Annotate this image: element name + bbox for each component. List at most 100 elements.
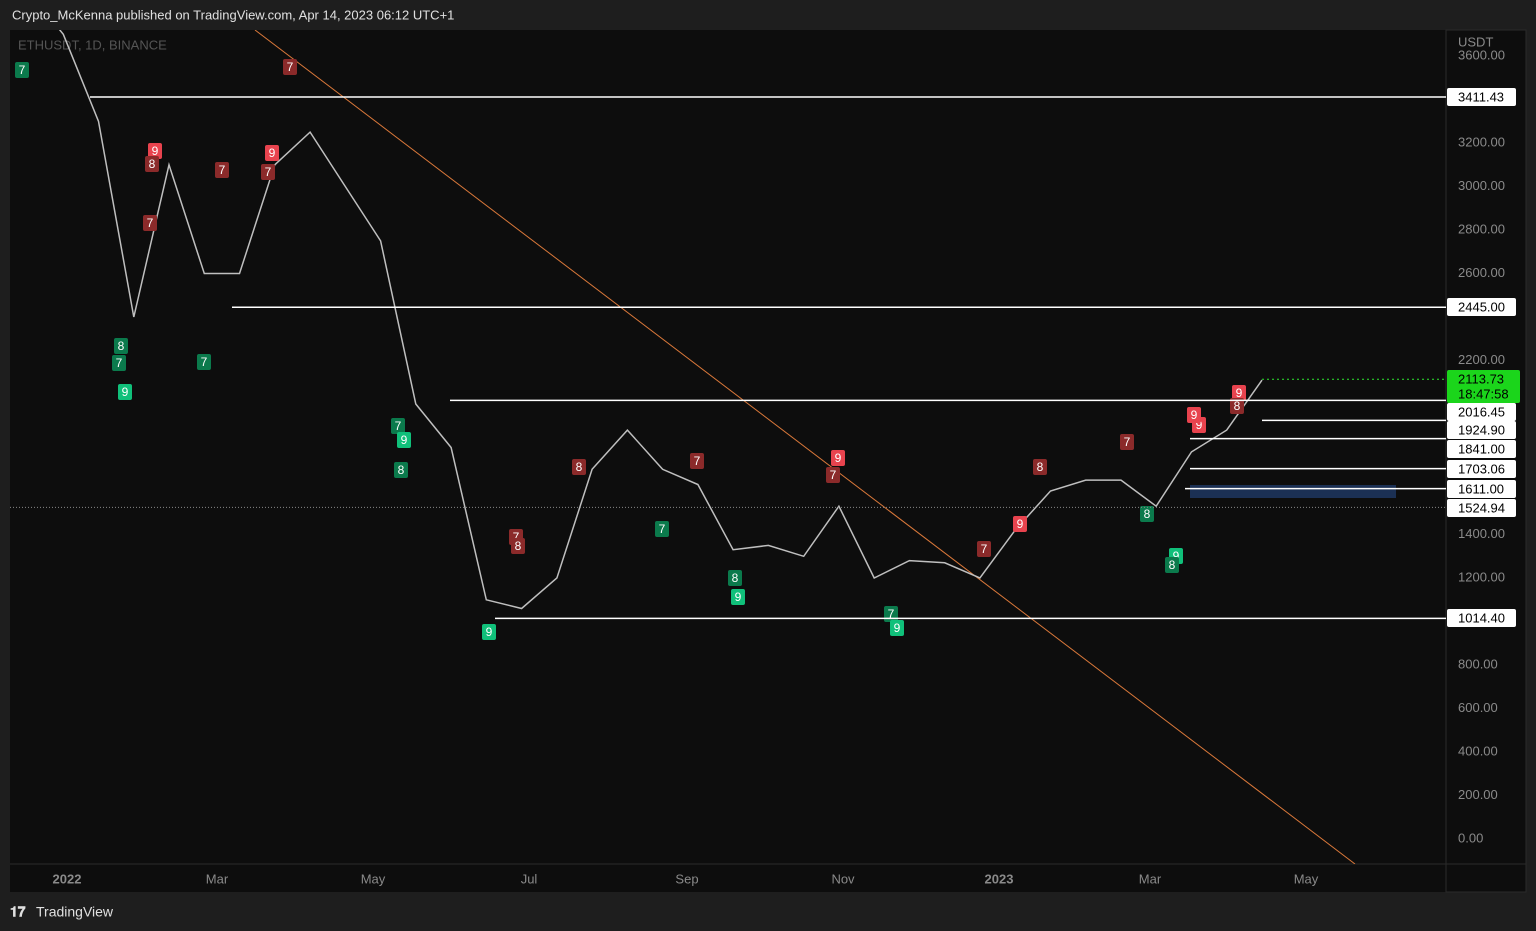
td-badge xyxy=(283,59,297,75)
td-label: 8 xyxy=(515,539,522,553)
td-label: 7 xyxy=(19,63,26,77)
level-label: 1014.40 xyxy=(1458,610,1505,625)
td-badge xyxy=(1140,506,1154,522)
td-label: 9 xyxy=(735,590,742,604)
chart-area xyxy=(10,30,1446,892)
price-tick-label: 200.00 xyxy=(1458,787,1498,802)
price-tick-label: 600.00 xyxy=(1458,700,1498,715)
td-badge xyxy=(1165,557,1179,573)
td-label: 9 xyxy=(269,146,276,160)
td-label: 9 xyxy=(152,144,159,158)
currency: USDT xyxy=(1458,34,1493,49)
level-label: 1703.06 xyxy=(1458,461,1505,476)
price-tick-label: 3000.00 xyxy=(1458,178,1505,193)
td-label: 9 xyxy=(1173,549,1180,563)
time-label: 2022 xyxy=(53,871,82,886)
level-label-box xyxy=(1447,403,1516,421)
td-label: 9 xyxy=(486,625,493,639)
td-badge xyxy=(1013,516,1027,532)
td-label: 7 xyxy=(981,542,988,556)
td-badge xyxy=(143,215,157,231)
price-tick-label: 3600.00 xyxy=(1458,47,1505,62)
time-label: Sep xyxy=(675,871,698,886)
time-label: Mar xyxy=(206,871,229,886)
countdown: 18:47:58 xyxy=(1458,386,1509,401)
td-badge xyxy=(397,432,411,448)
td-badge xyxy=(1033,459,1047,475)
td-badge xyxy=(731,589,745,605)
td-label: 7 xyxy=(888,607,895,621)
current-price-box xyxy=(1447,370,1520,403)
td-label: 7 xyxy=(265,165,272,179)
td-badge xyxy=(261,164,275,180)
td-label: 9 xyxy=(122,385,129,399)
price-tick-label: 1400.00 xyxy=(1458,526,1505,541)
level-label: 1611.00 xyxy=(1458,481,1504,496)
price-tick-label: 800.00 xyxy=(1458,656,1498,671)
td-badge xyxy=(118,384,132,400)
brand: TradingView xyxy=(36,904,114,920)
td-label: 8 xyxy=(149,157,156,171)
td-label: 9 xyxy=(1196,418,1203,432)
td-label: 8 xyxy=(398,463,405,477)
td-badge xyxy=(1120,434,1134,450)
td-badge xyxy=(1230,398,1244,414)
td-badge xyxy=(197,354,211,370)
time-label: 2023 xyxy=(985,871,1014,886)
td-label: 8 xyxy=(732,571,739,585)
td-label: 7 xyxy=(116,356,123,370)
td-label: 9 xyxy=(1236,386,1243,400)
td-label: 8 xyxy=(1234,399,1241,413)
level-label: 2445.00 xyxy=(1458,299,1505,314)
td-label: 9 xyxy=(835,451,842,465)
td-badge xyxy=(391,418,405,434)
td-label: 7 xyxy=(513,530,520,544)
level-label-box xyxy=(1447,609,1516,627)
td-badge xyxy=(831,450,845,466)
price-tick-label: 0.00 xyxy=(1458,830,1483,845)
symbol: ETHUSDT, 1D, BINANCE xyxy=(18,37,167,52)
td-label: 8 xyxy=(576,460,583,474)
td-label: 8 xyxy=(1169,558,1176,572)
level-label: 1524.94 xyxy=(1458,500,1505,515)
td-label: 7 xyxy=(1124,435,1131,449)
level-label: 1924.90 xyxy=(1458,422,1505,437)
publisher: Crypto_McKenna published on TradingView.… xyxy=(12,7,454,22)
time-label: May xyxy=(1294,871,1319,886)
td-label: 9 xyxy=(401,433,408,447)
td-badge xyxy=(511,538,525,554)
td-badge xyxy=(15,62,29,78)
td-label: 8 xyxy=(1144,507,1151,521)
time-label: May xyxy=(361,871,386,886)
level-label-box xyxy=(1447,440,1516,458)
zone xyxy=(1190,485,1396,498)
td-badge xyxy=(690,453,704,469)
td-badge xyxy=(215,162,229,178)
td-badge xyxy=(394,462,408,478)
level-label-box xyxy=(1447,499,1516,517)
td-badge xyxy=(1187,407,1201,423)
td-label: 7 xyxy=(659,522,666,536)
time-label: Mar xyxy=(1139,871,1162,886)
level-label-box xyxy=(1447,480,1516,498)
trend-line xyxy=(254,30,1356,864)
td-badge xyxy=(145,156,159,172)
level-label-box xyxy=(1447,298,1516,316)
td-badge xyxy=(1232,385,1246,401)
price-tick-label: 3200.00 xyxy=(1458,134,1505,149)
td-badge xyxy=(114,338,128,354)
price-tick-label: 2200.00 xyxy=(1458,352,1505,367)
level-label-box xyxy=(1447,460,1516,478)
price-tick-label: 400.00 xyxy=(1458,743,1498,758)
current-price-label: 2113.73 xyxy=(1458,371,1504,386)
td-label: 8 xyxy=(1037,460,1044,474)
brand-logo: 𝟏𝟕 xyxy=(10,904,26,920)
td-badge xyxy=(148,143,162,159)
level-label-box xyxy=(1447,421,1516,439)
td-badge xyxy=(977,541,991,557)
time-label: Nov xyxy=(831,871,855,886)
td-label: 7 xyxy=(694,454,701,468)
